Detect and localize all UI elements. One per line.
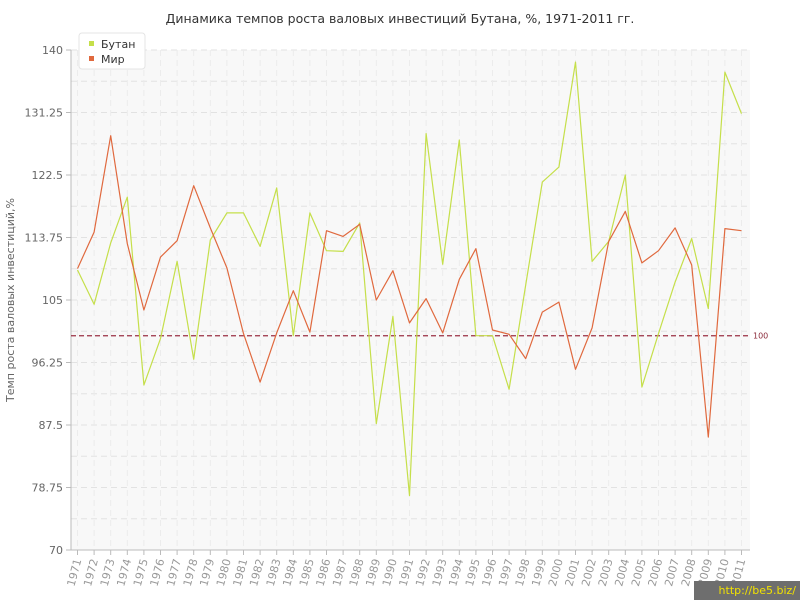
axes: [66, 49, 750, 555]
y-tick-label: 140: [42, 44, 63, 57]
legend-box: [78, 32, 146, 70]
y-tick-label: 87.5: [39, 419, 64, 432]
watermark-link[interactable]: http://be5.biz/: [694, 581, 800, 600]
legend-marker: [89, 41, 94, 46]
y-tick-label: 113.75: [25, 232, 64, 245]
reference-line-label: 100: [753, 332, 768, 341]
series-line-2: [76, 135, 742, 438]
y-tick-label: 96.25: [32, 357, 64, 370]
y-tick-label: 78.75: [32, 482, 64, 495]
legend[interactable]: Бутан Мир: [78, 32, 146, 70]
series-line-1: [76, 61, 743, 497]
legend-label: Бутан: [101, 38, 135, 51]
x-tick-labels: 1971197219731974197519761977197819791980…: [65, 557, 749, 587]
legend-marker: [89, 56, 94, 61]
y-axis-label: Темп роста валовых инвестиций,%: [4, 198, 17, 403]
y-tick-labels: 140 131.25 122.5 113.75 105 96.25 87.5 78.75 70: [25, 44, 64, 557]
y-tick-label: 70: [49, 544, 63, 557]
y-tick-label: 131.25: [25, 107, 64, 120]
chart-title: Динамика темпов роста валовых инвестиций…: [165, 11, 635, 26]
y-tick-label: 105: [42, 294, 63, 307]
legend-label: Мир: [101, 53, 125, 66]
y-tick-label: 122.5: [32, 169, 64, 182]
series-lines: [76, 61, 743, 497]
reference-line-group: 100: [71, 332, 768, 341]
